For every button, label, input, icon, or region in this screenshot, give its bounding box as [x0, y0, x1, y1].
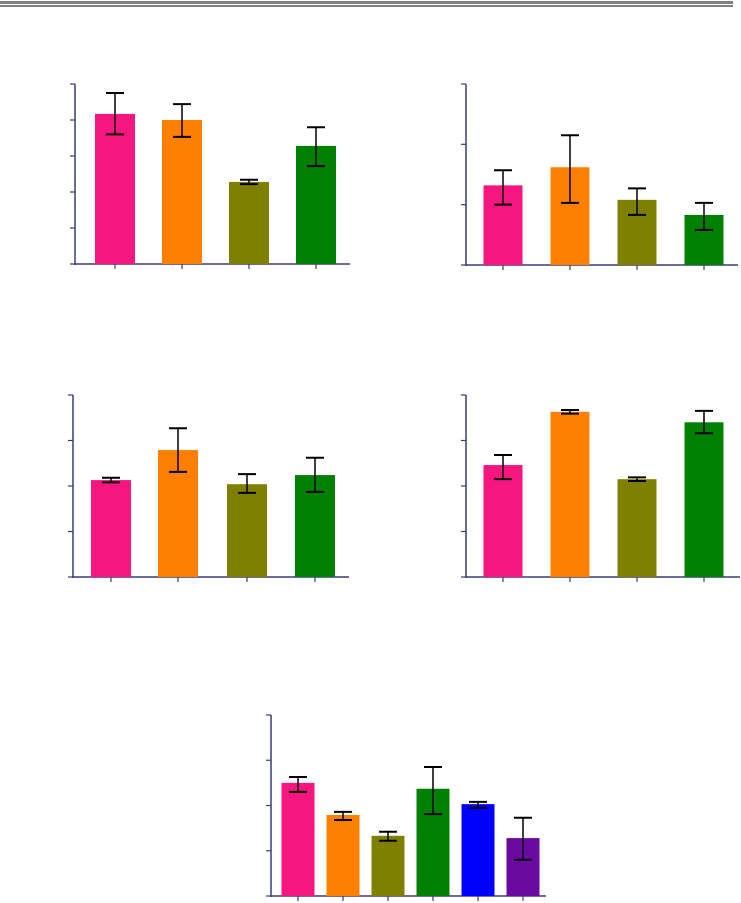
- chart-panel-5: [266, 714, 546, 901]
- bar-2: [550, 411, 590, 577]
- bar-2: [326, 815, 360, 896]
- bar-1: [95, 113, 135, 264]
- header-rule-top: [0, 1, 733, 4]
- bar-3: [617, 479, 657, 577]
- bar-1: [281, 782, 315, 896]
- chart-panel-4: [461, 394, 740, 582]
- chart-panel-2: [461, 83, 738, 270]
- header-rule-bottom: [0, 5, 733, 7]
- chart-panel-1: [70, 83, 350, 269]
- bar-1: [91, 480, 131, 577]
- bar-2: [162, 120, 202, 264]
- bar-1: [483, 465, 523, 577]
- bar-3: [371, 835, 405, 896]
- bar-3: [227, 484, 267, 577]
- bar-5: [461, 804, 495, 896]
- chart-panel-3: [68, 394, 349, 582]
- bar-3: [229, 181, 269, 264]
- bar-4: [684, 422, 724, 577]
